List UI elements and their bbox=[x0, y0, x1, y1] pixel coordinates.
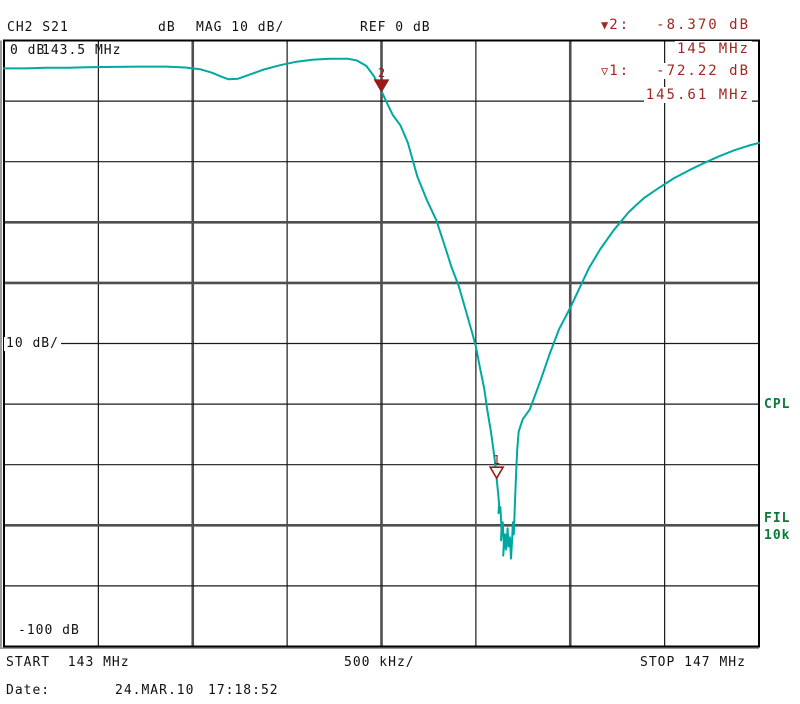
scale-per-div-label: 10 dB/ bbox=[4, 336, 61, 351]
marker2-id-label: 2: bbox=[609, 17, 631, 33]
marker1-readout-row: ▽1: -72.22 dB bbox=[599, 63, 752, 79]
marker1-value: -72.22 dB bbox=[656, 63, 750, 79]
date-value: 24.MAR.10 bbox=[115, 683, 195, 698]
marker2-filled-triangle-icon bbox=[373, 79, 390, 93]
filter-value-label: 10k bbox=[764, 528, 791, 543]
marker1-id-label: 1: bbox=[609, 63, 631, 79]
marker1-id: ▽1: bbox=[601, 63, 630, 79]
ref-level-label: 0 dB bbox=[10, 43, 46, 58]
coupling-softkey-label: CPL bbox=[764, 397, 791, 412]
marker2-id: ▼2: bbox=[601, 17, 630, 33]
marker1-open-triangle-icon: ▽ bbox=[601, 64, 609, 78]
ref-freq-label: 143.5 MHz bbox=[42, 43, 122, 58]
marker2-value: -8.370 dB bbox=[656, 17, 750, 33]
marker2-freq: 145 MHz bbox=[676, 41, 750, 57]
reference-label: REF 0 dB bbox=[360, 20, 431, 35]
stop-freq-label: STOP 147 MHz bbox=[640, 655, 746, 670]
plot-area: 21 bbox=[0, 39, 760, 649]
time-value: 17:18:52 bbox=[208, 683, 279, 698]
marker1-plot-label: 1 bbox=[493, 453, 500, 467]
format-label: MAG 10 dB/ bbox=[196, 20, 285, 35]
marker2-freq-row: 145 MHz bbox=[674, 41, 752, 57]
span-per-div-label: 500 kHz/ bbox=[344, 655, 415, 670]
channel-label: CH2 S21 bbox=[7, 20, 69, 35]
start-freq-label: START 143 MHz bbox=[6, 655, 130, 670]
marker2-filled-triangle-icon: ▼ bbox=[601, 18, 609, 32]
marker2-readout-row: ▼2: -8.370 dB bbox=[599, 17, 752, 33]
unit-label: dB bbox=[158, 20, 176, 35]
marker1-freq: 145.61 MHz bbox=[645, 87, 750, 103]
date-label: Date: bbox=[6, 683, 51, 698]
filter-softkey-label: FIL bbox=[764, 511, 791, 526]
marker2-plot-label: 2 bbox=[378, 66, 385, 80]
marker1-open-triangle-icon bbox=[488, 466, 505, 480]
marker1-freq-row: 145.61 MHz bbox=[643, 87, 752, 103]
bottom-level-label: -100 dB bbox=[16, 623, 82, 638]
